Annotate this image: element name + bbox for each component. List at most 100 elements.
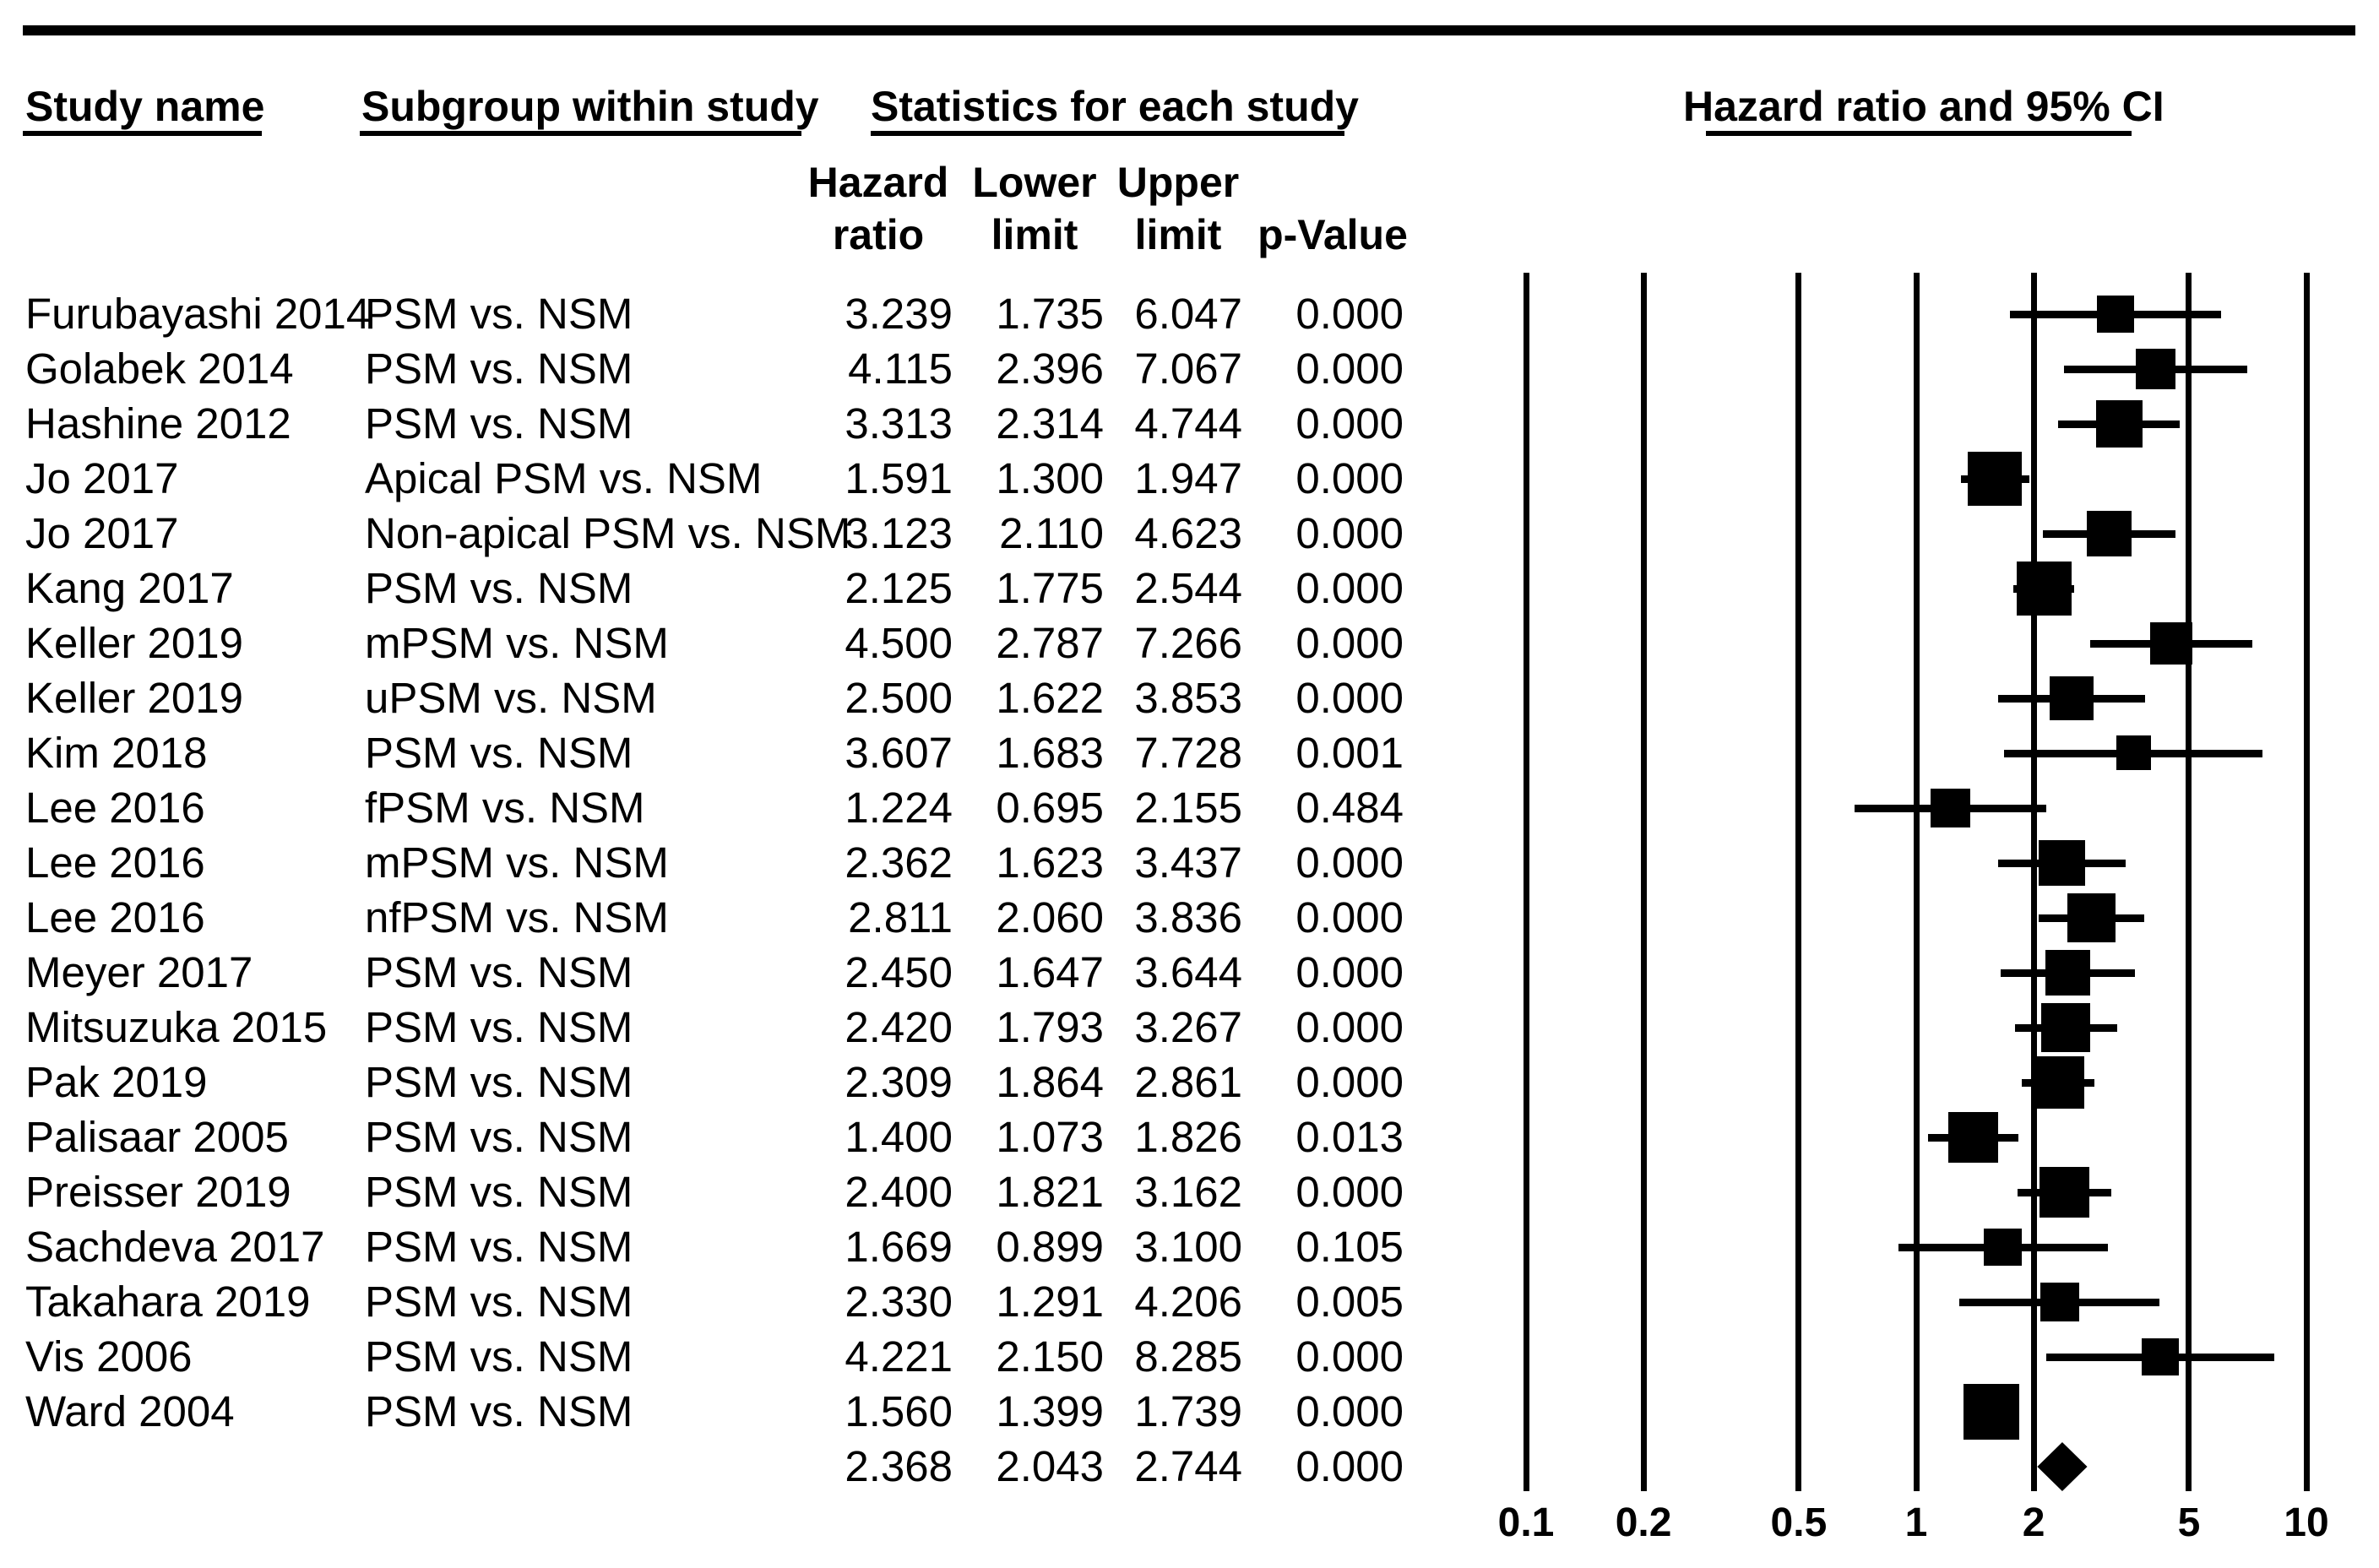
hazard-ratio-cell: 2.450 bbox=[845, 948, 953, 996]
upper-limit-cell: 6.047 bbox=[1134, 290, 1242, 338]
lower-limit-cell: 1.291 bbox=[996, 1278, 1104, 1326]
subgroup-cell: PSM vs. NSM bbox=[365, 1332, 633, 1381]
subgroup-cell: mPSM vs. NSM bbox=[365, 838, 669, 887]
header-subgroup-underline bbox=[360, 131, 801, 136]
hazard-ratio-cell: 2.125 bbox=[845, 564, 953, 612]
effect-square bbox=[2040, 1283, 2079, 1321]
upper-limit-cell: 1.739 bbox=[1134, 1387, 1242, 1435]
upper-limit-cell: 2.544 bbox=[1134, 564, 1242, 612]
p-value-cell: 0.000 bbox=[1295, 345, 1404, 393]
p-value-cell: 0.000 bbox=[1295, 1168, 1404, 1216]
p-value-cell: 0.000 bbox=[1295, 893, 1404, 941]
subgroup-cell: PSM vs. NSM bbox=[365, 290, 633, 338]
subgroup-cell: PSM vs. NSM bbox=[365, 399, 633, 448]
study-name-cell: Keller 2019 bbox=[25, 619, 244, 667]
axis-tick-label: 0.1 bbox=[1497, 1500, 1555, 1545]
subheader-lower-limit: limit bbox=[991, 211, 1078, 258]
effect-square bbox=[2136, 349, 2176, 389]
subgroup-cell: PSM vs. NSM bbox=[365, 1058, 633, 1106]
p-value-cell: 0.000 bbox=[1295, 838, 1404, 887]
hazard-ratio-cell: 4.221 bbox=[845, 1332, 953, 1381]
effect-square bbox=[2096, 295, 2135, 334]
lower-limit-cell: 0.695 bbox=[996, 784, 1104, 832]
p-value-cell: 0.000 bbox=[1295, 1442, 1404, 1490]
subgroup-cell: Non-apical PSM vs. NSM bbox=[365, 509, 851, 557]
study-name-cell: Kim 2018 bbox=[25, 729, 208, 777]
effect-square bbox=[2086, 511, 2132, 556]
upper-limit-cell: 3.100 bbox=[1134, 1223, 1242, 1271]
p-value-cell: 0.005 bbox=[1295, 1278, 1404, 1326]
p-value-cell: 0.484 bbox=[1295, 784, 1404, 832]
lower-limit-cell: 1.793 bbox=[996, 1003, 1104, 1051]
lower-limit-cell: 2.043 bbox=[996, 1442, 1104, 1490]
effect-square bbox=[2031, 1055, 2085, 1110]
axis-gridline bbox=[2303, 273, 2310, 1491]
effect-square bbox=[2067, 893, 2116, 942]
upper-limit-cell: 7.266 bbox=[1134, 619, 1242, 667]
hazard-ratio-cell: 3.123 bbox=[845, 509, 953, 557]
study-name-cell: Lee 2016 bbox=[25, 893, 205, 941]
axis-tick-label: 2 bbox=[2022, 1500, 2045, 1545]
lower-limit-cell: 1.623 bbox=[996, 838, 1104, 887]
lower-limit-cell: 1.821 bbox=[996, 1168, 1104, 1216]
subgroup-cell: PSM vs. NSM bbox=[365, 345, 633, 393]
lower-limit-cell: 0.899 bbox=[996, 1223, 1104, 1271]
upper-limit-cell: 3.853 bbox=[1134, 674, 1242, 722]
effect-square bbox=[2039, 839, 2085, 887]
axis-tick-label: 0.5 bbox=[1770, 1500, 1828, 1545]
hazard-ratio-cell: 1.400 bbox=[845, 1113, 953, 1161]
subheader-lower: Lower bbox=[972, 159, 1097, 206]
hazard-ratio-cell: 2.400 bbox=[845, 1168, 953, 1216]
subheader-upper: Upper bbox=[1116, 159, 1240, 206]
p-value-cell: 0.000 bbox=[1295, 674, 1404, 722]
study-name-cell: Meyer 2017 bbox=[25, 948, 253, 996]
header-statistics-underline bbox=[871, 131, 1344, 136]
study-name-cell: Kang 2017 bbox=[25, 564, 234, 612]
effect-square bbox=[1968, 452, 2022, 506]
subgroup-cell: PSM vs. NSM bbox=[365, 1278, 633, 1326]
header-study-name-underline bbox=[23, 131, 262, 136]
lower-limit-cell: 1.864 bbox=[996, 1058, 1104, 1106]
study-name-cell: Furubayashi 2014 bbox=[25, 290, 371, 338]
hazard-ratio-cell: 2.330 bbox=[845, 1278, 953, 1326]
hazard-ratio-cell: 2.309 bbox=[845, 1058, 953, 1106]
upper-limit-cell: 4.623 bbox=[1134, 509, 1242, 557]
subgroup-cell: PSM vs. NSM bbox=[365, 948, 633, 996]
subheader-p-value: p-Value bbox=[1257, 211, 1408, 258]
lower-limit-cell: 1.399 bbox=[996, 1387, 1104, 1435]
study-name-cell: Palisaar 2005 bbox=[25, 1113, 289, 1161]
upper-limit-cell: 3.267 bbox=[1134, 1003, 1242, 1051]
effect-square bbox=[2095, 400, 2143, 448]
upper-limit-cell: 3.437 bbox=[1134, 838, 1242, 887]
lower-limit-cell: 1.073 bbox=[996, 1113, 1104, 1161]
hazard-ratio-cell: 2.420 bbox=[845, 1003, 953, 1051]
p-value-cell: 0.000 bbox=[1295, 1003, 1404, 1051]
study-name-cell: Jo 2017 bbox=[25, 509, 179, 557]
study-name-cell: Lee 2016 bbox=[25, 784, 205, 832]
axis-gridline bbox=[2186, 273, 2192, 1491]
lower-limit-cell: 1.300 bbox=[996, 454, 1104, 502]
subgroup-cell: nfPSM vs. NSM bbox=[365, 893, 669, 941]
lower-limit-cell: 2.150 bbox=[996, 1332, 1104, 1381]
effect-square bbox=[2149, 622, 2192, 665]
study-name-cell: Keller 2019 bbox=[25, 674, 244, 722]
lower-limit-cell: 1.775 bbox=[996, 564, 1104, 612]
upper-limit-cell: 1.826 bbox=[1134, 1113, 1242, 1161]
axis-tick-label: 10 bbox=[2284, 1500, 2329, 1545]
upper-limit-cell: 2.744 bbox=[1134, 1442, 1242, 1490]
hazard-ratio-cell: 3.607 bbox=[845, 729, 953, 777]
hazard-ratio-cell: 3.239 bbox=[845, 290, 953, 338]
subgroup-cell: mPSM vs. NSM bbox=[365, 619, 669, 667]
p-value-cell: 0.000 bbox=[1295, 454, 1404, 502]
p-value-cell: 0.000 bbox=[1295, 399, 1404, 448]
hazard-ratio-cell: 3.313 bbox=[845, 399, 953, 448]
subgroup-cell: PSM vs. NSM bbox=[365, 1168, 633, 1216]
upper-limit-cell: 7.067 bbox=[1134, 345, 1242, 393]
lower-limit-cell: 2.396 bbox=[996, 345, 1104, 393]
axis-gridline bbox=[1795, 273, 1802, 1491]
summary-diamond bbox=[2037, 1442, 2088, 1491]
effect-square bbox=[1963, 1384, 2020, 1440]
subgroup-cell: PSM vs. NSM bbox=[365, 729, 633, 777]
p-value-cell: 0.000 bbox=[1295, 564, 1404, 612]
